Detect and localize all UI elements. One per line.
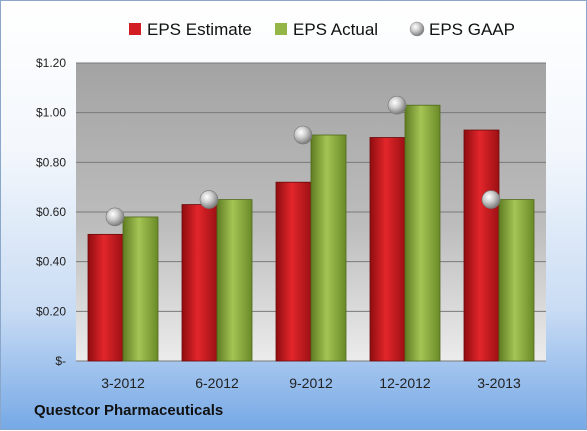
legend-label: EPS GAAP (429, 20, 515, 39)
eps-estimate-bar (463, 129, 500, 362)
eps-estimate-bar (275, 181, 312, 362)
y-tick-label: $0.20 (36, 304, 66, 318)
eps-gaap-point (481, 190, 501, 209)
eps-estimate-bar (181, 204, 218, 362)
eps-gaap-point (387, 95, 407, 115)
eps-gaap-point (293, 125, 313, 145)
eps-actual-bar (404, 104, 441, 362)
legend-label: EPS Actual (293, 20, 378, 39)
company-label: Questcor Pharmaceuticals (34, 402, 224, 419)
legend: EPS Estimate EPS Actual EPS GAAP (129, 20, 515, 39)
eps-estimate-bar (369, 137, 406, 362)
gaap-points (105, 95, 501, 227)
x-tick-label: 3-2012 (101, 375, 145, 391)
x-tick-label: 9-2012 (289, 375, 333, 391)
legend-swatch (129, 23, 141, 35)
y-tick-label: $1.00 (36, 106, 66, 120)
legend-label: EPS Estimate (147, 20, 252, 39)
x-axis: 3-2012 6-2012 9-2012 12-2012 3-2013 (101, 375, 521, 391)
eps-actual-bar (122, 216, 159, 362)
y-tick-label: $0.60 (36, 205, 66, 219)
y-tick-label: $- (55, 354, 66, 368)
eps-gaap-point (199, 190, 219, 209)
legend-swatch (275, 23, 287, 35)
eps-estimate-bar (87, 233, 124, 362)
eps-actual-bar (498, 199, 535, 362)
y-tick-label: $0.40 (36, 255, 66, 269)
x-tick-label: 3-2013 (477, 375, 521, 391)
eps-actual-bar (310, 134, 347, 362)
bars (87, 104, 535, 362)
y-tick-label: $1.20 (36, 56, 66, 70)
y-tick-label: $0.80 (36, 155, 66, 169)
y-axis: $- $0.20 $0.40 $0.60 $0.80 $1.00 $1.20 (36, 56, 66, 368)
eps-actual-bar (216, 199, 253, 362)
legend-swatch (409, 21, 425, 37)
x-tick-label: 12-2012 (379, 375, 431, 391)
eps-gaap-point (105, 207, 125, 227)
x-tick-label: 6-2012 (195, 375, 239, 391)
